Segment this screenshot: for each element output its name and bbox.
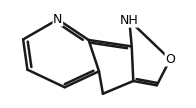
Text: NH: NH [120,14,139,27]
Text: N: N [53,13,63,26]
Text: O: O [165,53,175,66]
